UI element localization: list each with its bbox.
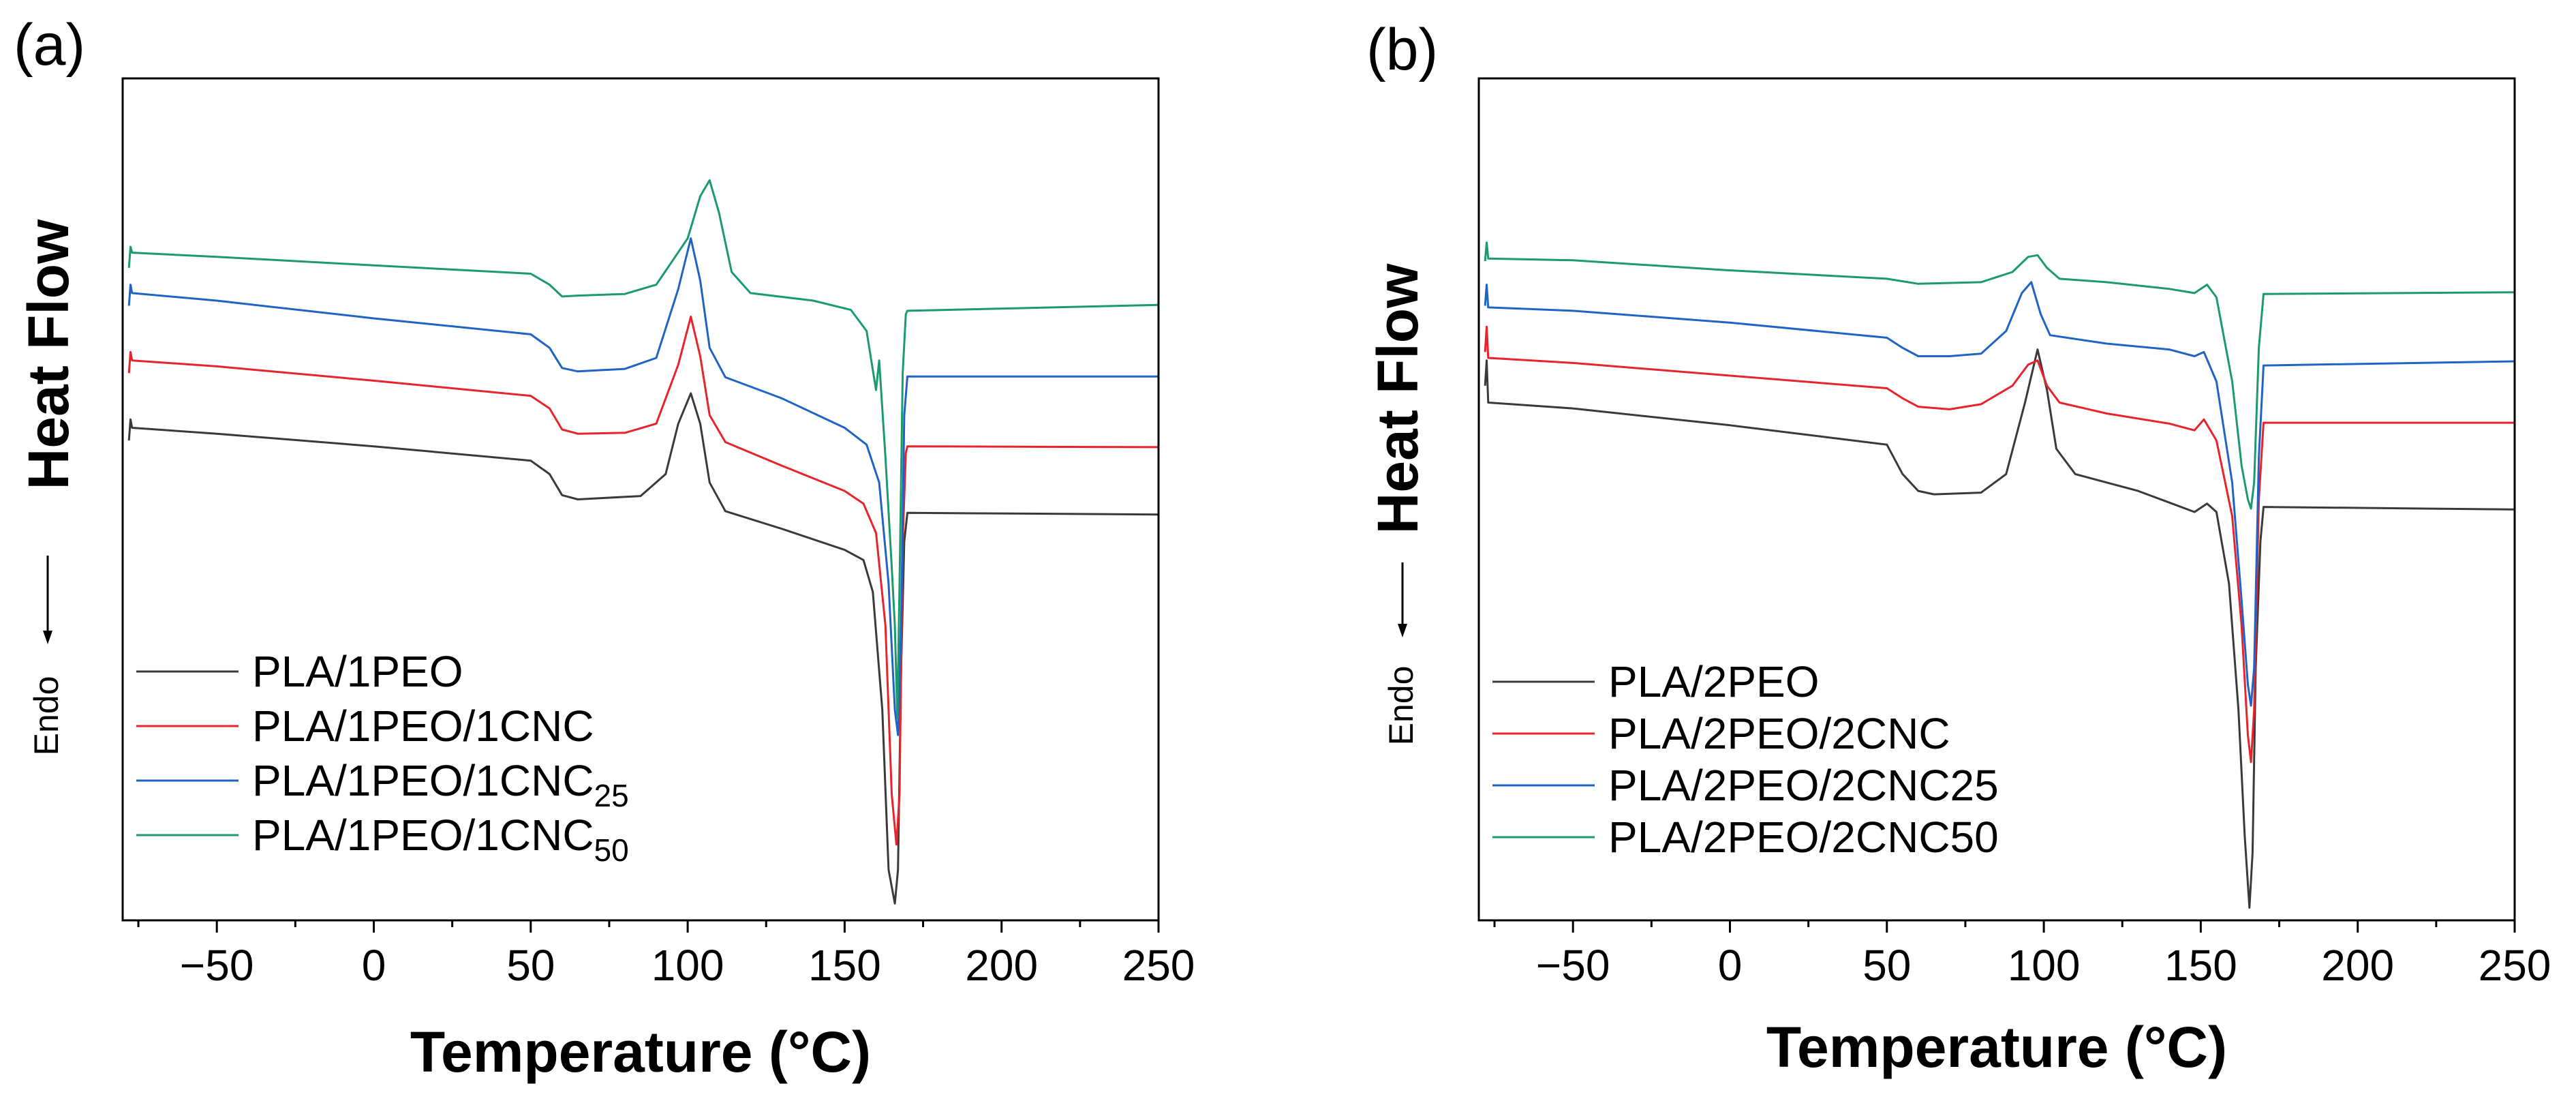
series-line-2 (1484, 325, 2515, 764)
series-line-4 (127, 179, 1159, 720)
legend-label: PLA/2PEO/2CNC25 (1608, 761, 1999, 810)
legend-label: PLA/1PEO/1CNC (252, 702, 594, 751)
panel-a-endo-label: Endo (27, 676, 65, 756)
panel-b-endo-label: Endo (1382, 666, 1420, 746)
series-line-3 (1484, 281, 2515, 707)
panel-a-curves (127, 179, 1159, 905)
series-line-1 (1484, 348, 2515, 909)
panel-b-heat-flow-label: Heat Flow (1366, 263, 1430, 534)
legend-label: PLA/2PEO/2CNC50 (1608, 813, 1999, 862)
x-tick-label: −50 (180, 941, 254, 990)
panel-b-curves (1484, 241, 2515, 909)
x-tick-label: 100 (2008, 941, 2081, 990)
legend-label: PLA/2PEO (1608, 657, 1820, 706)
panel-a: (a) −50 0 50 100 150 200 250 Temperature (°C) … (14, 12, 1195, 1084)
legend-label: PLA/1PEO/1CNC50 (252, 811, 629, 868)
x-tick-label: 50 (506, 941, 555, 990)
x-tick-label: 50 (1862, 941, 1911, 990)
series-line-2 (127, 316, 1159, 846)
x-tick-label: 200 (965, 941, 1038, 990)
series-line-1 (127, 392, 1159, 905)
x-tick-label: 0 (1718, 941, 1743, 990)
panel-b-y-axis-title: Heat Flow (1366, 263, 1430, 534)
panel-a-x-axis-title: Temperature (°C) (410, 1020, 871, 1084)
panel-b-endo-note: Endo (1382, 666, 1420, 746)
legend-subscript: 25 (594, 778, 629, 813)
x-tick-label: 200 (2321, 941, 2394, 990)
legend-label: PLA/2PEO/2CNC (1608, 709, 1950, 758)
x-tick-label: 250 (1122, 941, 1195, 990)
panel-a-label: (a) (14, 12, 85, 78)
panel-a-legend: PLA/1PEO PLA/1PEO/1CNC PLA/1PEO/1CNC25PLA/… (136, 647, 629, 868)
panel-b-x-axis-title: Temperature (°C) (1766, 1015, 2227, 1079)
x-tick-label: −50 (1536, 941, 1610, 990)
panel-a-heat-flow-label: Heat Flow (16, 219, 80, 489)
panel-b: (b) −50 0 50 100 150 200 250 Temperature (°C) … (1366, 17, 2551, 1079)
legend-label: PLA/1PEO (252, 647, 463, 696)
panel-b-plot-frame (1477, 77, 2516, 922)
x-tick-label: 250 (2479, 941, 2551, 990)
panel-a-endo-note: Endo (27, 676, 65, 756)
panel-b-endo-arrow (1398, 562, 1407, 637)
series-line-4 (1484, 241, 2515, 510)
panel-b-label: (b) (1366, 17, 1438, 82)
x-tick-label: 150 (2164, 941, 2237, 990)
panel-b-legend: PLA/2PEOPLA/2PEO/2CNCPLA/2PEO/2CNC25PLA/… (1492, 657, 1999, 862)
panel-b-x-ticks: −50 0 50 100 150 200 250 (1493, 920, 2551, 990)
panel-a-plot-frame (121, 77, 1160, 922)
series-line-3 (127, 237, 1159, 736)
panel-a-y-axis-title: Heat Flow (16, 219, 80, 489)
x-tick-label: 0 (362, 941, 386, 990)
panel-a-endo-arrow (43, 556, 52, 644)
x-tick-label: 100 (651, 941, 724, 990)
legend-label: PLA/1PEO/1CNC25 (252, 756, 629, 813)
panel-a-x-ticks: −50 0 50 100 150 200 250 (137, 920, 1195, 990)
x-tick-label: 150 (808, 941, 881, 990)
legend-subscript: 50 (594, 832, 629, 868)
